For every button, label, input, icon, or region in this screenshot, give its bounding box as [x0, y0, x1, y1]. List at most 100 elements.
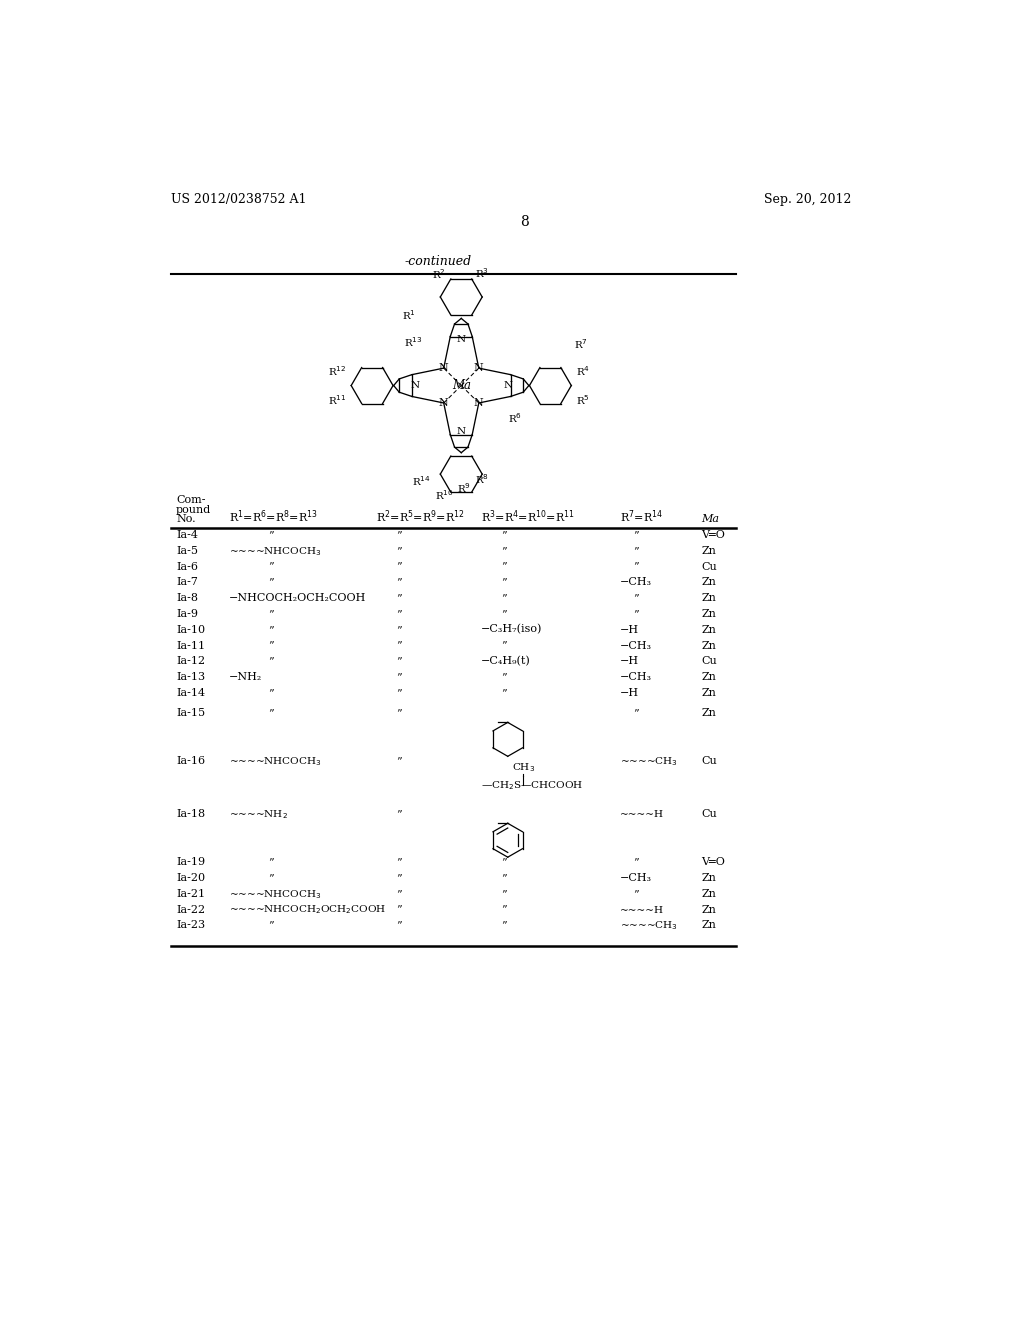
Text: R$^{1}$: R$^{1}$ [402, 309, 417, 322]
Text: N: N [503, 381, 512, 389]
Text: ”: ” [396, 672, 402, 682]
Text: Zn: Zn [701, 609, 717, 619]
Text: R$^{13}$: R$^{13}$ [403, 335, 423, 348]
Text: ”: ” [396, 857, 402, 867]
Text: ”: ” [268, 640, 274, 651]
Text: R$^{5}$: R$^{5}$ [575, 393, 590, 407]
Text: Ia-22: Ia-22 [176, 904, 205, 915]
Text: Zn: Zn [701, 624, 717, 635]
Text: Zn: Zn [701, 904, 717, 915]
Text: ”: ” [396, 609, 402, 619]
Text: ”: ” [501, 577, 507, 587]
Text: Ia-13: Ia-13 [176, 672, 205, 682]
Text: ”: ” [633, 888, 638, 899]
Text: Cu: Cu [701, 561, 717, 572]
Text: ”: ” [268, 873, 274, 883]
Text: Ia-16: Ia-16 [176, 756, 205, 767]
Text: N: N [474, 363, 483, 374]
Text: ”: ” [633, 545, 638, 556]
Text: Cu: Cu [701, 809, 717, 820]
Text: ”: ” [268, 920, 274, 931]
Text: ”: ” [501, 672, 507, 682]
Text: ~~~~CH$_{3}$: ~~~~CH$_{3}$ [621, 755, 678, 768]
Text: Zn: Zn [701, 577, 717, 587]
Text: R$^{10}$: R$^{10}$ [435, 487, 454, 502]
Text: ”: ” [268, 531, 274, 540]
Text: ”: ” [396, 577, 402, 587]
Text: ”: ” [268, 561, 274, 572]
Text: N: N [457, 335, 466, 343]
Text: ”: ” [633, 561, 638, 572]
Text: R$^{2}$=R$^{5}$=R$^{9}$=R$^{12}$: R$^{2}$=R$^{5}$=R$^{9}$=R$^{12}$ [376, 508, 465, 525]
Text: Ia-21: Ia-21 [176, 888, 205, 899]
Text: Zn: Zn [701, 920, 717, 931]
Text: ”: ” [633, 531, 638, 540]
Text: ”: ” [501, 904, 507, 915]
Text: ”: ” [268, 609, 274, 619]
Text: ~~~~NHCOCH$_{3}$: ~~~~NHCOCH$_{3}$ [228, 888, 322, 900]
Text: ”: ” [501, 561, 507, 572]
Text: ~~~~H: ~~~~H [621, 906, 665, 915]
Text: —CH$_{2}$S—CHCOOH: —CH$_{2}$S—CHCOOH [480, 779, 583, 792]
Text: Cu: Cu [701, 756, 717, 767]
Text: −CH₃: −CH₃ [621, 640, 652, 651]
Text: ”: ” [396, 624, 402, 635]
Text: Ia-5: Ia-5 [176, 545, 198, 556]
Text: Ia-12: Ia-12 [176, 656, 205, 667]
Text: R$^{14}$: R$^{14}$ [412, 474, 430, 487]
Text: R$^{8}$: R$^{8}$ [475, 473, 489, 486]
Text: −C₄H₉(t): −C₄H₉(t) [480, 656, 530, 667]
Text: N: N [411, 381, 419, 389]
Text: Zn: Zn [701, 688, 717, 698]
Text: Ia-14: Ia-14 [176, 688, 205, 698]
Text: Ma: Ma [701, 513, 720, 524]
Text: pound: pound [176, 504, 211, 515]
Text: ”: ” [501, 593, 507, 603]
Text: ”: ” [268, 656, 274, 667]
Text: Ia-4: Ia-4 [176, 531, 198, 540]
Text: ~~~~NHCOCH$_{3}$: ~~~~NHCOCH$_{3}$ [228, 545, 322, 557]
Text: US 2012/0238752 A1: US 2012/0238752 A1 [171, 193, 306, 206]
Text: ”: ” [396, 756, 402, 767]
Text: −NHCOCH₂OCH₂COOH: −NHCOCH₂OCH₂COOH [228, 593, 367, 603]
Text: −H: −H [621, 656, 639, 667]
Text: Ia-20: Ia-20 [176, 873, 205, 883]
Text: N: N [457, 428, 466, 436]
Text: N: N [439, 363, 449, 374]
Text: ”: ” [396, 561, 402, 572]
Text: −H: −H [621, 624, 639, 635]
Text: Zn: Zn [701, 640, 717, 651]
Text: ”: ” [501, 920, 507, 931]
Text: R$^{1}$=R$^{6}$=R$^{8}$=R$^{13}$: R$^{1}$=R$^{6}$=R$^{8}$=R$^{13}$ [228, 508, 317, 525]
Text: Ia-15: Ia-15 [176, 709, 205, 718]
Text: V═O: V═O [701, 531, 725, 540]
Text: ”: ” [501, 545, 507, 556]
Text: ”: ” [633, 857, 638, 867]
Text: ”: ” [396, 809, 402, 820]
Text: N: N [439, 397, 449, 408]
Text: ”: ” [396, 688, 402, 698]
Text: ”: ” [396, 920, 402, 931]
Text: Ia-19: Ia-19 [176, 857, 205, 867]
Text: Ia-23: Ia-23 [176, 920, 205, 931]
Text: ”: ” [633, 709, 638, 718]
Text: ”: ” [396, 640, 402, 651]
Text: ”: ” [268, 577, 274, 587]
Text: ”: ” [396, 545, 402, 556]
Text: ~~~~NH$_{2}$: ~~~~NH$_{2}$ [228, 808, 288, 821]
Text: ~~~~NHCOCH$_{2}$OCH$_{2}$COOH: ~~~~NHCOCH$_{2}$OCH$_{2}$COOH [228, 904, 386, 916]
Text: Zn: Zn [701, 873, 717, 883]
Text: ”: ” [501, 688, 507, 698]
Text: −C₃H₇(iso): −C₃H₇(iso) [480, 624, 542, 635]
Text: V═O: V═O [701, 857, 725, 867]
Text: No.: No. [176, 513, 196, 524]
Text: R$^{4}$: R$^{4}$ [575, 364, 590, 379]
Text: ”: ” [501, 640, 507, 651]
Text: Zn: Zn [701, 888, 717, 899]
Text: Ia-10: Ia-10 [176, 624, 205, 635]
Text: Ia-7: Ia-7 [176, 577, 198, 587]
Text: −H: −H [621, 688, 639, 698]
Text: Com-: Com- [176, 495, 206, 506]
Text: ”: ” [396, 873, 402, 883]
Text: ”: ” [268, 857, 274, 867]
